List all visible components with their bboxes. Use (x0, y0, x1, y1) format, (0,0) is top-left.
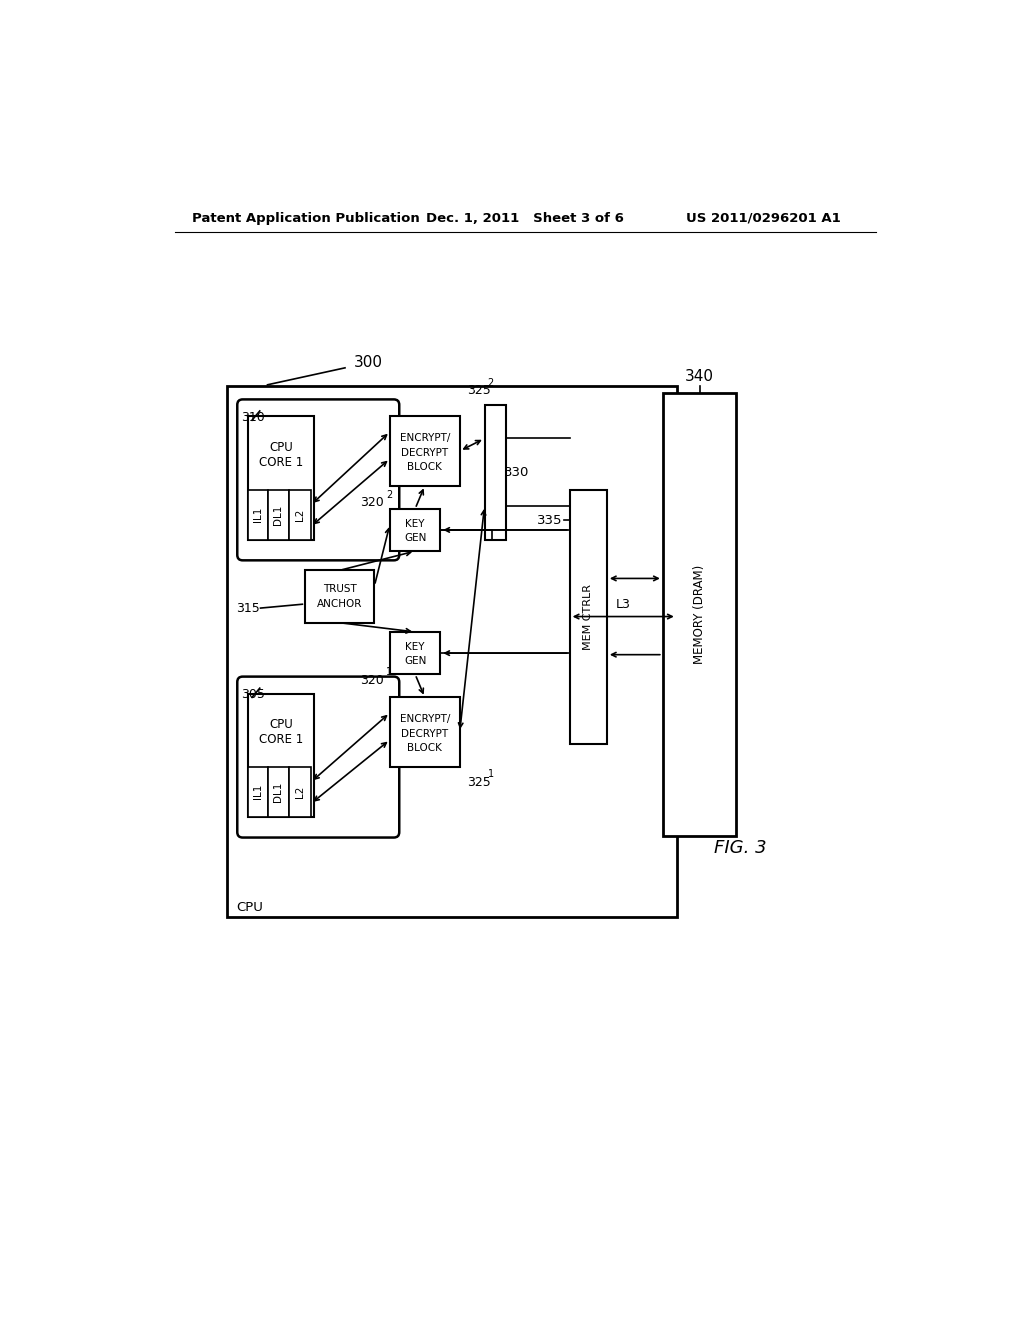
Bar (248, 767, 267, 817)
Text: CORE 1: CORE 1 (259, 733, 303, 746)
Text: CPU: CPU (237, 902, 263, 915)
Text: MEM CTRLR: MEM CTRLR (584, 583, 593, 649)
Text: 300: 300 (353, 355, 383, 370)
Text: 320: 320 (360, 675, 384, 686)
Text: BLOCK: BLOCK (408, 743, 442, 754)
Text: GEN: GEN (403, 656, 426, 667)
Text: ENCRYPT/: ENCRYPT/ (399, 433, 450, 444)
Text: 2: 2 (487, 378, 494, 388)
Bar (248, 693, 314, 817)
Text: ANCHOR: ANCHOR (316, 599, 362, 610)
Bar (390, 416, 460, 486)
Text: CPU: CPU (269, 718, 293, 731)
Text: 325: 325 (467, 776, 492, 788)
Text: 1: 1 (386, 668, 392, 677)
Text: DL1: DL1 (273, 781, 284, 803)
Text: TRUST: TRUST (323, 583, 356, 594)
Text: IL1: IL1 (253, 507, 263, 523)
FancyBboxPatch shape (238, 400, 399, 561)
Text: 315: 315 (236, 602, 260, 615)
Text: 340: 340 (685, 368, 714, 384)
Text: DECRYPT: DECRYPT (401, 447, 449, 458)
Text: IL1: IL1 (253, 784, 263, 800)
FancyBboxPatch shape (238, 677, 399, 838)
Text: L2: L2 (295, 508, 305, 520)
Bar (289, 767, 311, 817)
Text: CPU: CPU (269, 441, 293, 454)
Text: KEY: KEY (406, 519, 425, 529)
Text: Dec. 1, 2011   Sheet 3 of 6: Dec. 1, 2011 Sheet 3 of 6 (426, 213, 625, 224)
Bar (267, 767, 289, 817)
Bar (390, 508, 440, 552)
Bar (248, 490, 267, 540)
Text: 1: 1 (487, 770, 494, 779)
Text: DL1: DL1 (273, 504, 284, 525)
Text: 310: 310 (241, 411, 265, 424)
Text: MEMORY (DRAM): MEMORY (DRAM) (693, 565, 707, 664)
Text: 335: 335 (537, 513, 562, 527)
Bar (390, 697, 460, 767)
Text: CORE 1: CORE 1 (259, 455, 303, 469)
Text: US 2011/0296201 A1: US 2011/0296201 A1 (686, 213, 841, 224)
Text: BLOCK: BLOCK (408, 462, 442, 473)
Text: 305: 305 (241, 688, 265, 701)
Bar (305, 570, 375, 623)
Text: 330: 330 (505, 466, 529, 479)
Text: ENCRYPT/: ENCRYPT/ (399, 714, 450, 723)
Text: L2: L2 (295, 785, 305, 797)
Bar (390, 632, 440, 675)
Bar (248, 416, 314, 540)
Text: FIG. 3: FIG. 3 (714, 838, 767, 857)
Bar (569, 490, 607, 743)
Bar (663, 393, 736, 836)
Text: DECRYPT: DECRYPT (401, 729, 449, 739)
Text: KEY: KEY (406, 643, 425, 652)
Bar (267, 490, 289, 540)
Text: 325: 325 (467, 384, 492, 397)
Text: GEN: GEN (403, 533, 426, 543)
Bar (484, 405, 506, 540)
Text: 320: 320 (360, 496, 384, 510)
Text: Patent Application Publication: Patent Application Publication (191, 213, 419, 224)
Text: 2: 2 (386, 490, 392, 499)
Text: L3: L3 (615, 598, 631, 611)
Bar (227, 385, 677, 917)
Bar (289, 490, 311, 540)
